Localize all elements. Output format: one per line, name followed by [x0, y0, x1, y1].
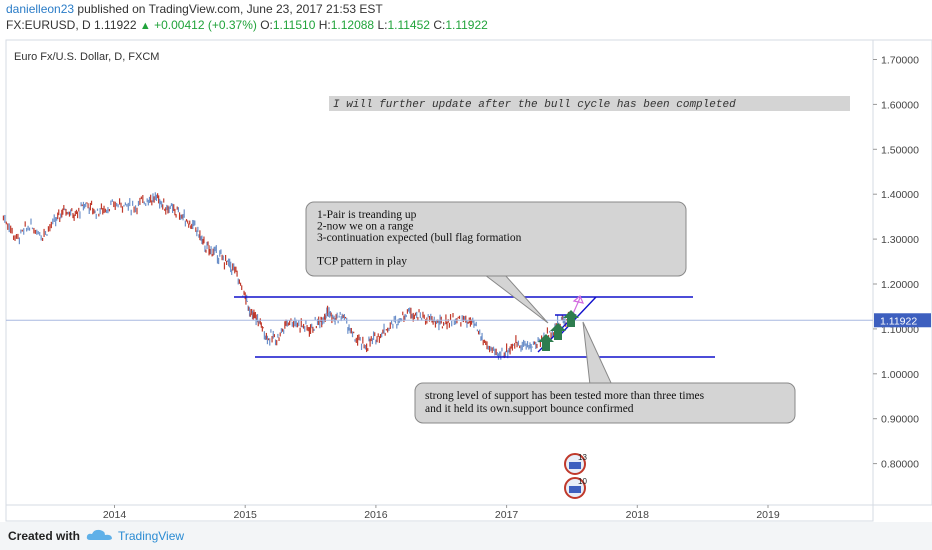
y-tick-label: 1.40000 [881, 189, 919, 201]
open-label: O: [260, 18, 273, 32]
target-arrow-head [572, 295, 585, 304]
x-tick-label: 2018 [626, 509, 650, 521]
y-tick-label: 1.60000 [881, 99, 919, 111]
last-price: 1.11922 [94, 18, 137, 32]
high-value: 1.12088 [330, 18, 375, 32]
annotation-box-2 [414, 382, 796, 424]
event-badge-label: 13 [578, 453, 587, 462]
x-tick-label: 2014 [103, 509, 127, 521]
open-value: 1.11510 [272, 18, 316, 32]
close-label: C: [433, 18, 446, 32]
time-axis [5, 504, 874, 522]
footer-bar: Created with TradingView [0, 522, 932, 550]
event-flag-stripe [569, 462, 581, 469]
support-bounce-arrow-icon [538, 334, 554, 351]
note-background [329, 96, 850, 111]
annotation-1-line: 3-continuation expected (bull flag forma… [317, 232, 522, 244]
y-tick-label: 1.30000 [881, 234, 919, 246]
support-bounce-arrow-icon [550, 323, 566, 340]
annotation-box-1 [305, 201, 687, 277]
low-value: 1.11452 [387, 18, 430, 32]
chart-title: Euro Fx/U.S. Dollar, D, FXCM [14, 51, 159, 63]
x-tick-label: 2019 [756, 509, 780, 521]
y-tick-label: 1.70000 [881, 55, 919, 67]
y-tick-label: 1.50000 [881, 144, 919, 156]
close-value: 1.11922 [445, 18, 488, 32]
created-with-label: Created with [8, 529, 81, 543]
x-tick-label: 2016 [364, 509, 388, 521]
y-tick-label: 0.90000 [881, 414, 919, 426]
high-label: H: [318, 18, 331, 32]
x-tick-label: 2017 [495, 509, 519, 521]
y-tick-label: 1.00000 [881, 369, 919, 381]
change-value: +0.00412 (+0.37%) [154, 18, 257, 32]
publish-text: published on TradingView.com, June 23, 2… [74, 2, 383, 16]
event-badge-label: 10 [578, 477, 587, 486]
flag-upper-line [559, 296, 597, 336]
y-tick-label: 1.20000 [881, 279, 919, 291]
annotation-1-line: TCP pattern in play [317, 255, 407, 267]
last-price-tag [874, 313, 931, 328]
price-axis [872, 39, 932, 506]
username-link[interactable]: danielleon23 [6, 2, 75, 16]
ohlc-bar: FX:EURUSD, D 1.11922 ▲ +0.00412 (+0.37%)… [6, 18, 488, 32]
update-note: I will further update after the bull cyc… [333, 99, 736, 111]
publish-info: danielleon23 published on TradingView.co… [6, 2, 383, 16]
low-label: L: [377, 18, 388, 32]
annotation-2-line: strong level of support has been tested … [425, 390, 705, 402]
up-arrow-icon: ▲ [139, 20, 151, 32]
tradingview-cloud-icon [86, 529, 112, 540]
support-bounce-arrow-icon [563, 310, 579, 327]
annotation-1-line: 2-now we on a range [317, 221, 413, 233]
annotation-2-line: and it held its own.support bounce confi… [425, 403, 634, 415]
x-tick-label: 2015 [234, 509, 258, 521]
price-chart[interactable]: Euro Fx/U.S. Dollar, D, FXCM 1.70000 1.600… [0, 36, 932, 522]
symbol-label: FX:EURUSD, D [6, 18, 91, 32]
event-flag-stripe [569, 486, 581, 493]
last-price-label: 1.11922 [880, 315, 917, 327]
annotation-1-line: 1-Pair is treanding up [317, 209, 417, 221]
y-tick-label: 0.80000 [881, 459, 919, 471]
tradingview-brand-link[interactable]: TradingView [118, 529, 185, 543]
